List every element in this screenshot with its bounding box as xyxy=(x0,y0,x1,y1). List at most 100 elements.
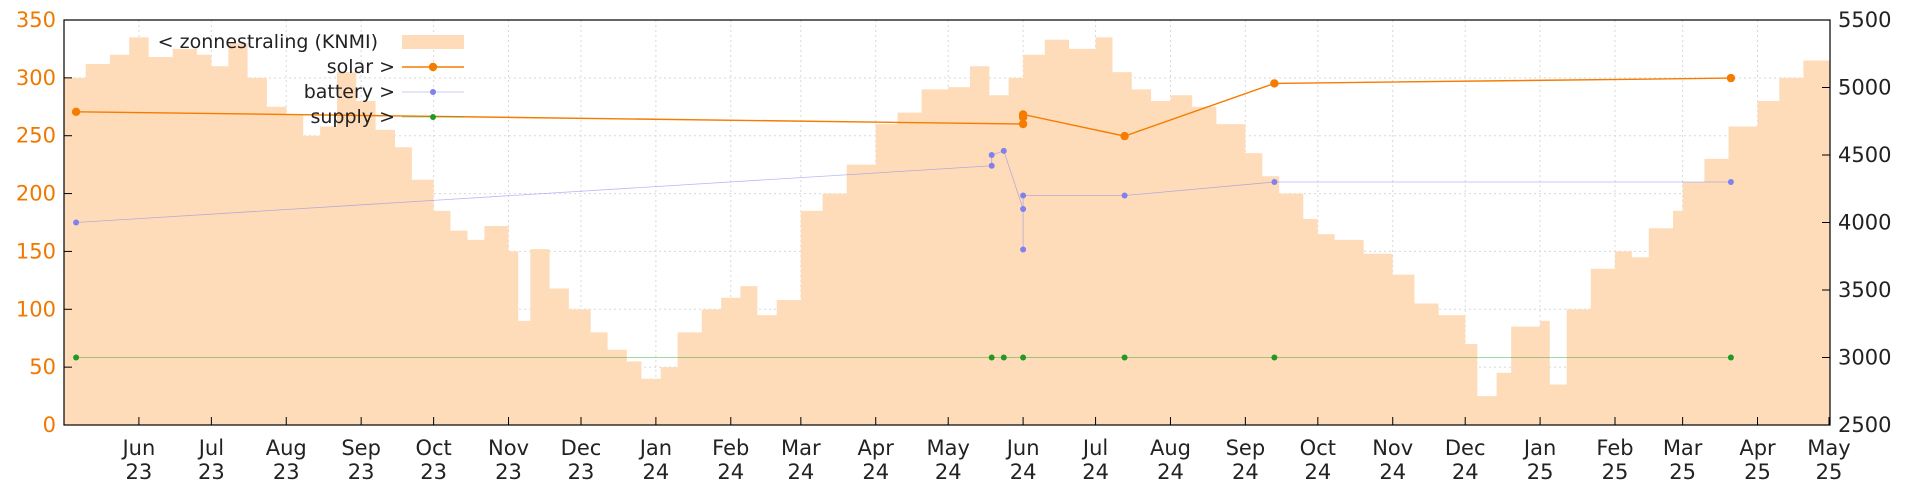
supply-point-3 xyxy=(1020,354,1027,361)
left-tick-label-6: 300 xyxy=(16,66,56,90)
x-tick-year-17: 24 xyxy=(1379,460,1406,480)
x-tick-year-15: 24 xyxy=(1232,460,1259,480)
supply-point-0 xyxy=(73,354,80,361)
battery-point-2 xyxy=(988,152,995,158)
x-tick-month-7: Jan xyxy=(638,436,672,460)
x-tick-year-8: 24 xyxy=(717,460,744,480)
legend-label-supply: supply > xyxy=(310,106,395,128)
supply-point-5 xyxy=(1271,354,1278,361)
x-tick-month-19: Jan xyxy=(1522,436,1556,460)
right-tick-label-6: 5500 xyxy=(1838,8,1891,32)
axes: 0 50 100 150 200 250 300 350 2500 3000 3500 4000 450… xyxy=(16,8,1892,480)
x-tick-year-18: 24 xyxy=(1452,460,1479,480)
battery-point-7 xyxy=(1121,192,1128,199)
x-tick-month-9: Mar xyxy=(781,436,821,460)
right-tick-label-3: 4000 xyxy=(1838,211,1891,235)
battery-point-3 xyxy=(1000,147,1007,154)
battery-series-line xyxy=(76,150,1731,250)
x-tick-year-7: 24 xyxy=(643,460,670,480)
right-tick-label-4: 4500 xyxy=(1838,143,1891,167)
x-tick-month-14: Aug xyxy=(1150,436,1191,460)
x-tick-month-15: Sep xyxy=(1226,436,1266,460)
x-tick-year-13: 24 xyxy=(1082,460,1109,480)
battery-point-4 xyxy=(1020,206,1027,212)
x-tick-month-21: Mar xyxy=(1663,436,1703,460)
solar-point-6 xyxy=(1726,73,1736,83)
left-tick-label-4: 200 xyxy=(16,182,56,206)
x-tick-month-2: Aug xyxy=(266,436,307,460)
solar-point-5 xyxy=(1270,79,1279,88)
x-tick-year-20: 25 xyxy=(1602,460,1629,480)
battery-point-5 xyxy=(1020,246,1027,253)
x-tick-year-14: 24 xyxy=(1157,460,1184,480)
x-tick-year-23: 25 xyxy=(1816,460,1843,480)
right-tick-label-5: 5000 xyxy=(1838,76,1891,100)
x-tick-month-0: Jun xyxy=(120,436,155,460)
x-tick-month-13: Jul xyxy=(1081,436,1108,460)
left-tick-label-1: 50 xyxy=(29,355,56,379)
x-tick-month-8: Feb xyxy=(712,436,749,460)
x-tick-month-3: Sep xyxy=(341,436,381,460)
radiation-area-fill xyxy=(64,37,1830,426)
supply-point-1 xyxy=(988,354,995,361)
legend-swatch-radiation xyxy=(402,35,464,49)
supply-point-6 xyxy=(1727,354,1734,361)
battery-point-6 xyxy=(1020,192,1027,199)
x-tick-year-21: 25 xyxy=(1669,460,1696,480)
x-tick-month-23: May xyxy=(1807,436,1850,460)
x-tick-month-12: Jun xyxy=(1005,436,1040,460)
supply-point-2 xyxy=(1000,354,1007,361)
x-tick-year-0: 23 xyxy=(126,460,153,480)
x-tick-year-1: 23 xyxy=(198,460,225,480)
x-tick-month-5: Nov xyxy=(488,436,529,460)
x-tick-year-19: 25 xyxy=(1527,460,1554,480)
left-tick-label-3: 150 xyxy=(16,239,56,263)
left-tick-label-5: 250 xyxy=(16,124,56,148)
x-tick-year-9: 24 xyxy=(787,460,814,480)
legend: < zonnestraling (KNMI) solar > battery > su… xyxy=(158,31,464,128)
x-tick-year-6: 23 xyxy=(568,460,595,480)
legend-marker-supply xyxy=(430,114,436,120)
supply-point-4 xyxy=(1121,354,1128,361)
legend-marker-solar xyxy=(428,62,438,72)
x-tick-year-10: 24 xyxy=(862,460,889,480)
solar-point-1 xyxy=(1018,119,1028,129)
battery-point-9 xyxy=(1727,179,1734,185)
x-tick-year-3: 23 xyxy=(348,460,375,480)
solar-point-4 xyxy=(1120,131,1129,141)
series-layer xyxy=(71,73,1736,361)
right-tick-label-2: 3500 xyxy=(1838,278,1891,302)
legend-marker-battery xyxy=(430,89,436,95)
right-tick-label-0: 2500 xyxy=(1838,413,1891,437)
x-tick-month-11: May xyxy=(926,436,969,460)
x-tick-month-4: Oct xyxy=(415,436,451,460)
battery-point-8 xyxy=(1271,179,1278,185)
left-tick-label-7: 350 xyxy=(16,8,56,32)
x-tick-month-17: Nov xyxy=(1372,436,1413,460)
x-tick-year-4: 23 xyxy=(420,460,447,480)
x-tick-year-16: 24 xyxy=(1304,460,1331,480)
battery-point-0 xyxy=(73,219,80,226)
x-tick-year-11: 24 xyxy=(935,460,962,480)
x-tick-month-16: Oct xyxy=(1300,436,1336,460)
x-tick-month-18: Dec xyxy=(1445,436,1486,460)
x-tick-month-22: Apr xyxy=(1739,436,1776,460)
x-tick-year-5: 23 xyxy=(495,460,522,480)
x-tick-year-22: 25 xyxy=(1744,460,1771,480)
x-tick-month-20: Feb xyxy=(1596,436,1633,460)
battery-point-1 xyxy=(988,162,995,169)
x-tick-month-10: Apr xyxy=(858,436,895,460)
legend-label-radiation: < zonnestraling (KNMI) xyxy=(158,31,378,53)
radiation-area xyxy=(64,37,1830,426)
x-tick-month-6: Dec xyxy=(561,436,602,460)
left-tick-label-2: 100 xyxy=(16,297,56,321)
solar-point-0 xyxy=(71,107,81,117)
x-tick-year-2: 23 xyxy=(273,460,300,480)
legend-label-battery: battery > xyxy=(304,81,395,103)
left-tick-label-0: 0 xyxy=(43,413,56,437)
legend-label-solar: solar > xyxy=(327,56,395,78)
solar-point-3 xyxy=(1018,110,1028,119)
right-tick-label-1: 3000 xyxy=(1838,346,1891,370)
x-tick-month-1: Jul xyxy=(197,436,224,460)
